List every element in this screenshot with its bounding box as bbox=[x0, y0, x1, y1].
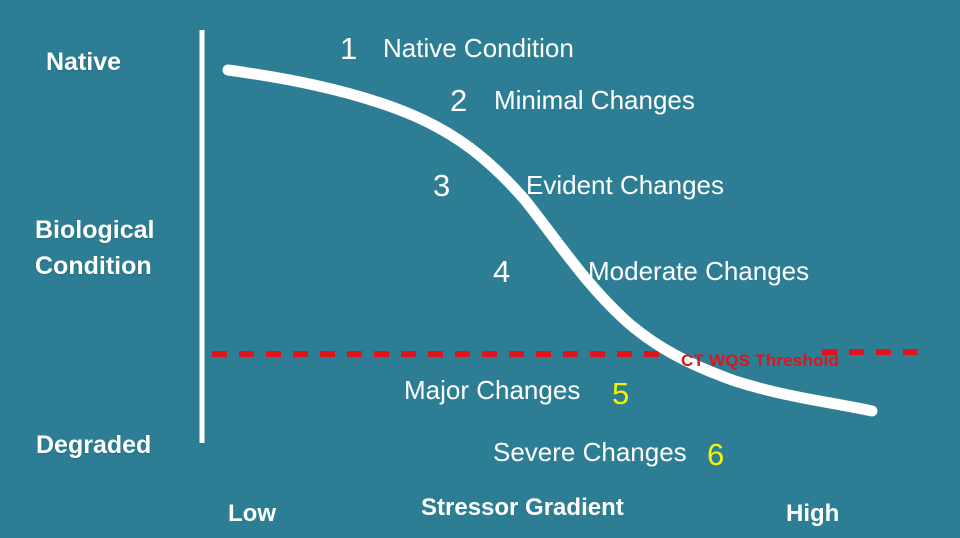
y-axis-top-label: Native bbox=[46, 48, 122, 76]
tier-4-label: Moderate Changes bbox=[588, 256, 810, 286]
tier-1-label: Native Condition bbox=[383, 33, 574, 63]
tier-3-label: Evident Changes bbox=[526, 170, 725, 200]
tier-5-label: Major Changes bbox=[404, 375, 581, 405]
y-axis-title-line2: Condition bbox=[35, 252, 152, 280]
x-axis-left-label: Low bbox=[228, 500, 276, 527]
tier-2-label: Minimal Changes bbox=[494, 85, 695, 115]
condition-curve bbox=[222, 64, 878, 417]
y-axis-bottom-label: Degraded bbox=[36, 431, 152, 459]
tier-6-number: 6 bbox=[707, 437, 725, 472]
threshold-label: CT WQS Threshold bbox=[681, 351, 840, 370]
y-axis-title-line1: Biological bbox=[35, 216, 155, 244]
tier-1-number: 1 bbox=[340, 31, 358, 66]
x-axis-right-label: High bbox=[786, 500, 840, 527]
tier-5-number: 5 bbox=[612, 376, 630, 411]
tier-3-number: 3 bbox=[433, 168, 451, 203]
x-axis-title: Stressor Gradient bbox=[421, 494, 624, 521]
tier-2-number: 2 bbox=[450, 83, 468, 118]
tier-6-label: Severe Changes bbox=[493, 437, 687, 467]
tier-4-number: 4 bbox=[493, 254, 511, 289]
